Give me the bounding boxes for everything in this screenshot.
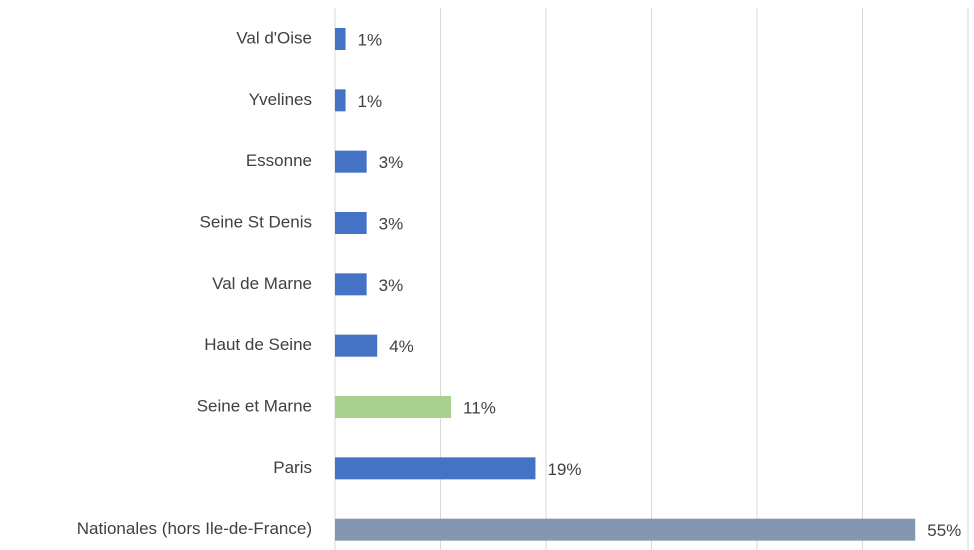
category-label: Val d'Oise (236, 28, 312, 47)
category-label: Paris (273, 458, 312, 477)
value-label: 1% (358, 30, 383, 49)
bar (335, 518, 916, 541)
bar (335, 212, 367, 234)
bar (335, 150, 367, 173)
value-label: 11% (463, 398, 496, 417)
bar (335, 457, 536, 480)
bar (335, 273, 367, 296)
category-label: Val de Marne (212, 274, 312, 293)
value-label: 3% (379, 214, 404, 233)
value-label: 3% (379, 153, 404, 172)
bar (335, 396, 452, 418)
value-label: 4% (389, 337, 414, 356)
value-label: 55% (927, 521, 961, 540)
category-label: Seine St Denis (200, 212, 312, 231)
category-label: Seine et Marne (197, 396, 312, 415)
category-label: Nationales (hors Ile-de-France) (77, 519, 312, 538)
bar (335, 334, 378, 357)
value-label: 3% (379, 276, 404, 295)
bar (335, 28, 346, 50)
category-label: Haut de Seine (204, 335, 312, 354)
bar (335, 89, 346, 112)
value-label: 19% (547, 460, 581, 479)
category-label: Yvelines (249, 90, 312, 109)
category-label: Essonne (246, 151, 312, 170)
value-label: 1% (358, 92, 383, 111)
